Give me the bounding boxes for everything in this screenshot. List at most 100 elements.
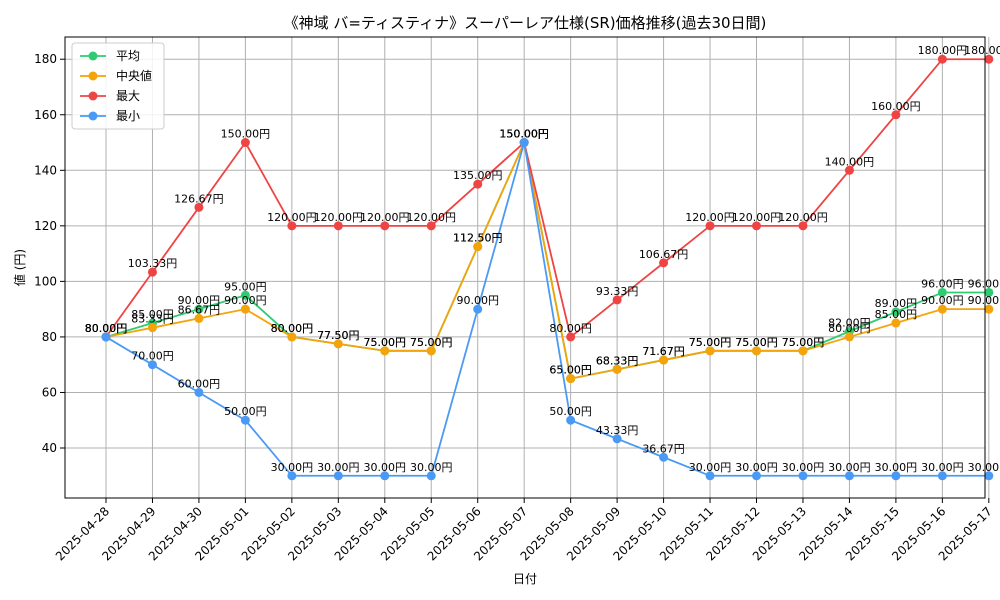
data-label: 112.50円 bbox=[453, 232, 503, 245]
data-label: 150.00円 bbox=[221, 128, 271, 141]
y-tick-label: 60 bbox=[42, 385, 57, 399]
data-label: 135.00円 bbox=[453, 169, 503, 182]
data-label: 80.00円 bbox=[549, 322, 592, 335]
y-tick-label: 100 bbox=[34, 274, 57, 288]
data-label: 75.00円 bbox=[689, 336, 732, 349]
data-point bbox=[984, 287, 994, 297]
data-point bbox=[891, 307, 901, 317]
data-point bbox=[891, 110, 901, 120]
series-最大 bbox=[101, 54, 994, 342]
data-point bbox=[426, 346, 436, 356]
data-point bbox=[240, 304, 250, 314]
data-label: 75.00円 bbox=[689, 336, 732, 349]
data-point bbox=[937, 287, 947, 297]
data-label: 30.00円 bbox=[828, 461, 871, 474]
data-label: 30.00円 bbox=[782, 461, 825, 474]
data-point bbox=[473, 242, 483, 252]
data-label: 120.00円 bbox=[778, 211, 828, 224]
data-point bbox=[844, 471, 854, 481]
data-label: 30.00円 bbox=[317, 461, 360, 474]
data-label: 80.00円 bbox=[85, 322, 128, 335]
legend-box bbox=[71, 42, 165, 130]
y-axis-label: 値 (円) bbox=[12, 249, 27, 286]
legend-label: 中央値 bbox=[116, 68, 152, 83]
series-中央値 bbox=[101, 138, 994, 384]
data-label: 75.00円 bbox=[410, 336, 453, 349]
data-label: 36.67円 bbox=[642, 442, 685, 455]
data-label: 75.00円 bbox=[364, 336, 407, 349]
data-point bbox=[426, 221, 436, 231]
data-point bbox=[240, 415, 250, 425]
data-point bbox=[844, 332, 854, 342]
data-label: 89.00円 bbox=[875, 297, 918, 310]
data-point bbox=[891, 471, 901, 481]
legend-item: 中央値 bbox=[80, 68, 152, 83]
data-label: 90.00円 bbox=[921, 294, 964, 307]
data-label: 120.00円 bbox=[407, 211, 457, 224]
data-point bbox=[937, 304, 947, 314]
data-point bbox=[147, 360, 157, 370]
data-point bbox=[752, 221, 762, 231]
data-point bbox=[194, 313, 204, 323]
legend-label: 最大 bbox=[116, 89, 140, 103]
data-point bbox=[473, 304, 483, 314]
data-point bbox=[659, 355, 669, 365]
data-point bbox=[612, 295, 622, 305]
data-point bbox=[891, 318, 901, 328]
legend-item: 最小 bbox=[80, 109, 140, 123]
data-label: 75.00円 bbox=[410, 336, 453, 349]
data-label: 120.00円 bbox=[360, 211, 410, 224]
data-point bbox=[380, 471, 390, 481]
data-label: 68.33円 bbox=[596, 354, 639, 367]
data-point bbox=[937, 471, 947, 481]
data-label: 80.00円 bbox=[85, 322, 128, 335]
data-label: 30.00円 bbox=[875, 461, 918, 474]
data-label: 80.00円 bbox=[85, 322, 128, 335]
data-label: 106.67円 bbox=[639, 248, 689, 261]
data-label: 71.67円 bbox=[642, 345, 685, 358]
data-label: 180.00円 bbox=[918, 44, 968, 57]
data-label: 180.00円 bbox=[964, 44, 1000, 57]
series-group bbox=[101, 54, 994, 481]
data-point bbox=[147, 267, 157, 277]
data-label: 85.00円 bbox=[875, 308, 918, 321]
legend-marker bbox=[88, 91, 98, 101]
data-label: 80.00円 bbox=[271, 322, 314, 335]
data-point bbox=[333, 471, 343, 481]
data-point bbox=[194, 387, 204, 397]
data-label: 150.00円 bbox=[499, 128, 549, 141]
data-label: 75.00円 bbox=[782, 336, 825, 349]
data-label: 120.00円 bbox=[267, 211, 317, 224]
data-label: 126.67円 bbox=[174, 192, 224, 205]
data-label: 65.00円 bbox=[549, 364, 592, 377]
data-point bbox=[101, 332, 111, 342]
data-point bbox=[147, 323, 157, 333]
data-label: 65.00円 bbox=[549, 364, 592, 377]
data-label: 30.00円 bbox=[364, 461, 407, 474]
data-label: 112.50円 bbox=[453, 232, 503, 245]
x-axis-label: 日付 bbox=[513, 572, 537, 586]
y-tick-label: 180 bbox=[34, 52, 57, 66]
data-point bbox=[194, 304, 204, 314]
series-line bbox=[105, 58, 989, 339]
data-point bbox=[380, 346, 390, 356]
data-point bbox=[519, 138, 529, 148]
data-point bbox=[844, 165, 854, 175]
y-tick-label: 40 bbox=[42, 441, 57, 455]
series-line bbox=[105, 139, 989, 380]
data-label: 30.00円 bbox=[271, 461, 314, 474]
data-label: 30.00円 bbox=[968, 461, 1000, 474]
data-point bbox=[287, 332, 297, 342]
data-label: 75.00円 bbox=[735, 336, 778, 349]
data-label: 86.67円 bbox=[178, 303, 221, 316]
data-label: 103.33円 bbox=[128, 257, 178, 270]
legend-label: 平均 bbox=[116, 49, 140, 63]
data-label: 93.33円 bbox=[596, 285, 639, 298]
chart-title: 《神域 バ=ティスティナ》スーパーレア仕様(SR)価格推移(過去30日間) bbox=[284, 14, 767, 32]
data-point bbox=[240, 290, 250, 300]
y-tick-label: 80 bbox=[42, 330, 57, 344]
legend-marker bbox=[88, 111, 98, 121]
